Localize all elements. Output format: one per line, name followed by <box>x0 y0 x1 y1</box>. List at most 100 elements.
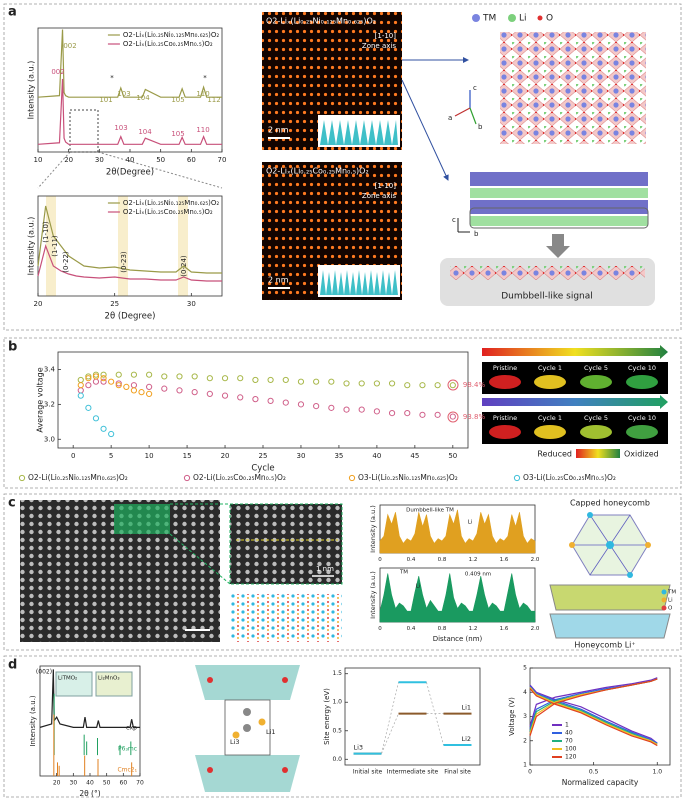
annotation: 0.409 nm <box>465 572 491 578</box>
peak-band <box>178 196 188 296</box>
axis-label: b <box>474 230 479 238</box>
y-tick-label: 0.5 <box>332 727 342 734</box>
y-axis-label: Intensity (a.u.) <box>27 61 36 120</box>
zone-label: Zone axis <box>362 42 396 50</box>
axis-label: c <box>473 84 477 92</box>
data-point <box>449 413 456 420</box>
data-point <box>85 382 92 389</box>
data-point <box>434 411 441 418</box>
annotation: 002 <box>51 68 64 76</box>
y-axis-label: Intensity (a.u.) <box>369 571 377 619</box>
panel-label: a <box>8 5 17 20</box>
x-tick-label: 45 <box>410 452 419 460</box>
data-point <box>297 378 305 385</box>
map-label: Cycle 5 <box>584 364 608 372</box>
legend-text: Li <box>668 598 673 604</box>
inset-label: LiTMO₂ <box>58 676 77 682</box>
data-point <box>343 380 350 387</box>
x-tick-label: 70 <box>218 156 227 164</box>
data-point <box>313 378 320 385</box>
x-axis-label: 2θ(Degree) <box>106 168 154 178</box>
colorbar-label: Reduced <box>537 450 572 459</box>
annotation: 103 <box>117 90 130 98</box>
legend-text: O3-Li(Li₀.₂₅Co₀.₂₅Mn₀.₅)O₂ <box>523 473 616 482</box>
legend-text: TM <box>482 14 496 24</box>
zone: [1-10] <box>375 32 397 40</box>
x-tick-label: 30 <box>187 300 196 308</box>
x-tick-label: 0 <box>71 452 75 460</box>
arrow <box>401 79 449 181</box>
data-point <box>77 382 84 389</box>
data-point <box>237 375 244 382</box>
data-point <box>92 378 100 385</box>
x-tick-label: 50 <box>156 156 165 164</box>
annotation: 105 <box>171 130 184 138</box>
x-tick-label: 20 <box>53 780 61 787</box>
y-axis-label: Average voltage <box>36 367 45 432</box>
area <box>379 509 536 554</box>
series-label: P6₃mc <box>118 746 137 753</box>
site-label: Li1 <box>266 728 276 736</box>
x-tick-label: 1.0 <box>652 769 662 776</box>
data-point <box>108 430 115 438</box>
panel-labels: a b c d <box>8 5 17 673</box>
scale-label: 2 nm <box>268 276 289 285</box>
y-axis-label: Intensity (a.u.) <box>29 695 37 747</box>
line <box>529 687 658 745</box>
highlight <box>447 411 459 423</box>
x-tick-label: 20 <box>64 156 73 164</box>
data-point <box>328 404 335 411</box>
site-label: Li3 <box>230 738 240 746</box>
x-tick-label: 1.2 <box>469 557 478 563</box>
data-point <box>404 409 411 417</box>
panel-label: c <box>8 496 16 511</box>
data-point <box>237 394 244 401</box>
legend-text: O2-Li(Li₀.₂₅Co₀.₂₅Mn₀.₅)O₂ <box>193 473 286 482</box>
crystal-structure <box>500 32 646 144</box>
data-point <box>92 373 100 380</box>
y-tick-label: 3 <box>523 713 527 720</box>
txm-maps: Pristine Cycle 1 Cycle 5 Cycle 10 Pristi… <box>482 345 668 459</box>
x-tick-label: Initial site <box>353 769 383 776</box>
legend-text: Li <box>519 14 527 24</box>
data-point <box>85 373 92 380</box>
axes-glyph: c a b <box>448 84 483 131</box>
site-label: Li2 <box>462 735 472 743</box>
series-label: exp <box>126 725 137 732</box>
x-tick-label: 0.5 <box>589 769 599 776</box>
legend-text: O2-Li(Li₀.₂₅Ni₀.₁₂₅Mn₀.₆₂₅)O₂ <box>28 473 128 482</box>
legend-text: 1 <box>565 722 569 729</box>
data-point <box>100 425 107 432</box>
data-point <box>161 373 168 380</box>
data-point <box>115 380 122 387</box>
data-point <box>252 376 259 384</box>
data-point <box>108 378 115 385</box>
data-point <box>328 378 335 385</box>
annotation: 112 <box>207 96 220 104</box>
data-point <box>221 392 229 399</box>
map-label: Pristine <box>493 414 517 422</box>
annotation: 104 <box>136 94 150 102</box>
line <box>529 685 658 744</box>
stem-image: O2-Liₓ(Li₀.₂₅Ni₀.₁₂₅Mn₀.₆₂₅)O₂ [1-10] Zo… <box>262 12 402 150</box>
y-tick-label: 1.0 <box>332 699 342 706</box>
x-tick-label: 0.4 <box>407 557 416 563</box>
x-tick-label: 30 <box>70 780 78 787</box>
legend-text: O2-Liₓ(Li₀.₂₅Ni₀.₁₂₅Mn₀.₆₂₅)O₂ <box>123 31 219 39</box>
annotation: 101 <box>99 96 112 104</box>
data-point <box>267 397 274 404</box>
data-point <box>373 380 380 387</box>
annotation: (1-10) <box>42 221 50 243</box>
connector <box>381 713 399 754</box>
x-tick-label: 30 <box>95 156 104 164</box>
map-label: Pristine <box>493 364 517 372</box>
inset-label: Li₂MnO₃ <box>98 676 120 682</box>
x-tick-label: 0 <box>378 626 382 632</box>
data-point <box>282 376 289 384</box>
x-axis-label: Normalized capacity <box>562 778 639 787</box>
x-tick-label: 35 <box>334 452 343 460</box>
data-point <box>267 376 274 384</box>
legend-text: O2-Liₓ(Li₀.₂₅Co₀.₂₅Mn₀.₅)O₂ <box>123 40 213 48</box>
structure-title: Capped honeycomb <box>570 499 650 508</box>
